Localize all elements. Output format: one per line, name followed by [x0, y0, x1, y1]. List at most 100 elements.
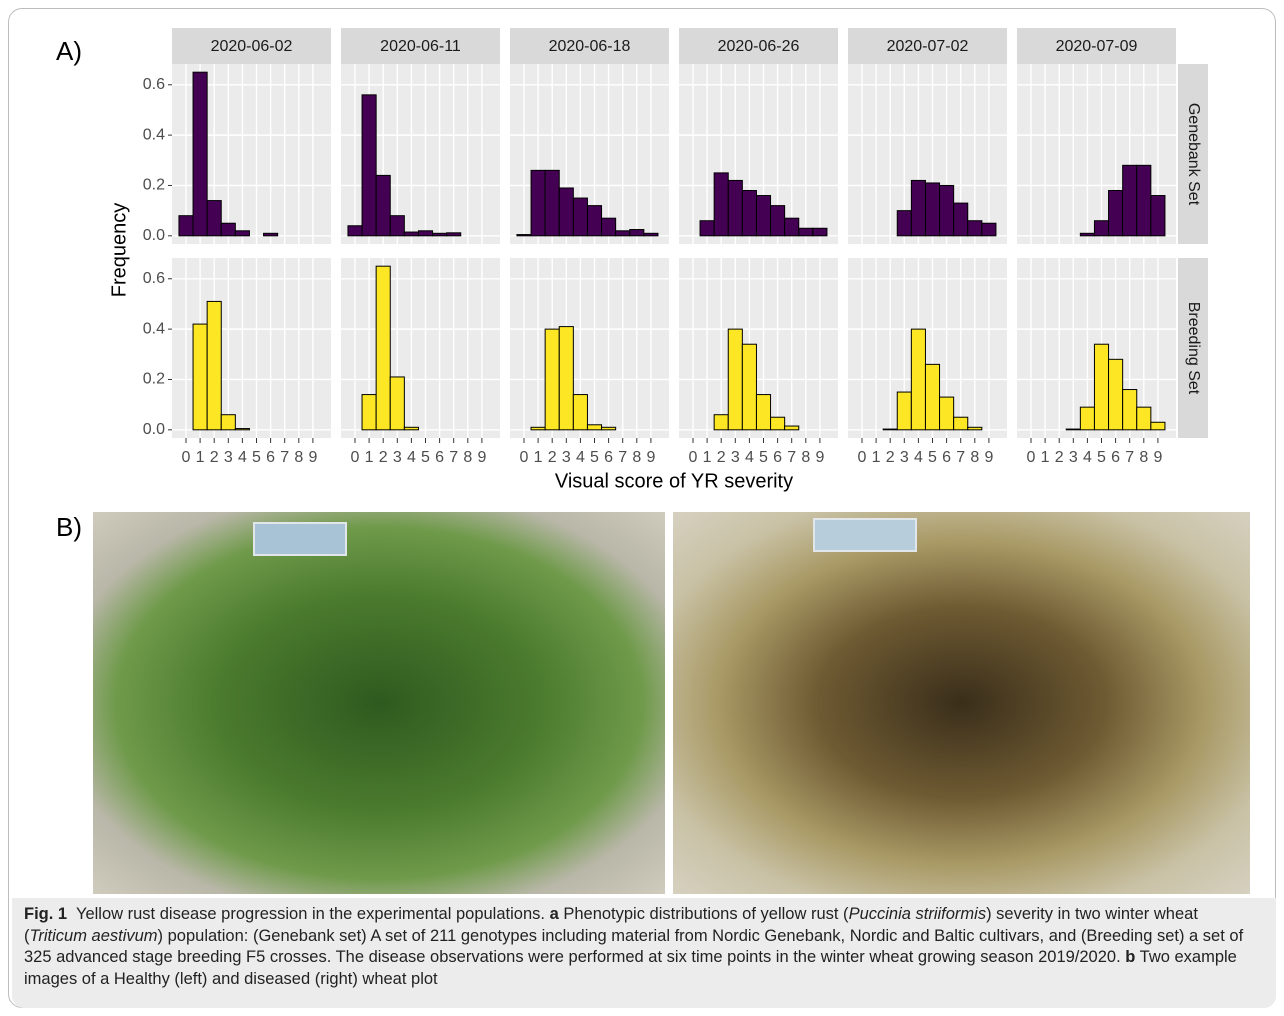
y-tick-label: 0.2: [143, 371, 165, 388]
bar: [644, 233, 658, 236]
bar: [785, 426, 799, 430]
bar: [982, 223, 996, 236]
x-tick-label: 3: [1069, 449, 1078, 466]
x-tick-label: 3: [393, 449, 402, 466]
bar: [728, 329, 742, 430]
x-axis-title: Visual score of YR severity: [555, 470, 793, 492]
x-tick-label: 1: [534, 449, 543, 466]
bar: [221, 415, 235, 430]
y-tick-label: 0.6: [143, 270, 165, 287]
bar: [1123, 390, 1137, 430]
bar: [390, 377, 404, 430]
x-tick-label: 5: [421, 449, 430, 466]
x-tick-label: 4: [745, 449, 754, 466]
chart: Visual score of YR severity Frequency 20…: [0, 0, 1284, 500]
bar: [362, 95, 376, 236]
facet-strip-label: 2020-06-11: [380, 38, 461, 55]
x-tick-label: 4: [238, 449, 247, 466]
bar: [714, 173, 728, 236]
bar: [771, 417, 785, 430]
photo-sign: [253, 522, 347, 556]
x-tick-label: 0: [689, 449, 698, 466]
bar: [390, 216, 404, 236]
y-tick-label: 0.2: [143, 177, 165, 194]
x-tick-label: 2: [717, 449, 726, 466]
bar: [404, 427, 418, 430]
bar: [756, 395, 770, 430]
bar: [587, 206, 601, 236]
bar: [968, 221, 982, 236]
x-tick-label: 7: [449, 449, 458, 466]
bar: [897, 211, 911, 236]
facet-strip-label: 2020-06-26: [718, 38, 800, 55]
x-tick-label: 0: [182, 449, 191, 466]
x-tick-label: 8: [294, 449, 303, 466]
x-tick-label: 5: [252, 449, 261, 466]
x-tick-label: 8: [801, 449, 810, 466]
figure-caption: Fig. 1 Yellow rust disease progression i…: [12, 898, 1276, 1008]
x-tick-label: 1: [365, 449, 374, 466]
bar: [728, 180, 742, 235]
bar: [1137, 165, 1151, 235]
x-tick-label: 6: [266, 449, 275, 466]
x-tick-label: 9: [815, 449, 824, 466]
bar: [1094, 344, 1108, 430]
bar: [587, 425, 601, 430]
y-tick-label: 0.4: [143, 126, 165, 143]
bar: [559, 188, 573, 236]
x-tick-label: 9: [308, 449, 317, 466]
panel-background: [510, 258, 669, 438]
bar: [573, 395, 587, 430]
bar: [616, 231, 630, 236]
panel-label: B): [56, 512, 82, 543]
x-tick-label: 0: [351, 449, 360, 466]
x-tick-label: 8: [632, 449, 641, 466]
caption-text: b: [1125, 948, 1135, 966]
x-tick-label: 5: [1097, 449, 1106, 466]
y-tick-label: 0.0: [143, 421, 165, 438]
x-tick-label: 7: [956, 449, 965, 466]
y-tick-label: 0.0: [143, 227, 165, 244]
bar: [925, 364, 939, 429]
caption-text: ) population: (Genebank set) A set of 21…: [24, 927, 1248, 967]
x-tick-label: 7: [787, 449, 796, 466]
bar: [545, 170, 559, 235]
x-tick-label: 1: [703, 449, 712, 466]
bar: [559, 327, 573, 430]
bar: [1109, 359, 1123, 429]
x-tick-label: 2: [886, 449, 895, 466]
bar: [193, 324, 207, 430]
caption-text: Phenotypic distributions of yellow rust …: [559, 905, 849, 923]
bar: [771, 206, 785, 236]
bar: [940, 185, 954, 235]
bar: [1066, 429, 1080, 430]
bar: [573, 198, 587, 236]
bar: [700, 221, 714, 236]
x-tick-label: 5: [928, 449, 937, 466]
x-tick-label: 3: [562, 449, 571, 466]
caption-text: Puccinia striiformis: [849, 905, 987, 923]
x-tick-label: 7: [280, 449, 289, 466]
x-tick-label: 1: [872, 449, 881, 466]
bar: [376, 266, 390, 430]
x-tick-label: 4: [914, 449, 923, 466]
photo-sign: [813, 518, 917, 552]
bar: [1137, 407, 1151, 430]
bar: [940, 397, 954, 430]
facet-strip-label: 2020-06-18: [549, 38, 631, 55]
bar: [1151, 422, 1165, 430]
x-tick-label: 4: [1083, 449, 1092, 466]
caption-text: Fig. 1: [24, 905, 67, 923]
bar: [418, 231, 432, 236]
bar: [531, 170, 545, 235]
bar: [1109, 191, 1123, 236]
facet-strip-label: 2020-07-02: [887, 38, 969, 55]
x-tick-label: 6: [604, 449, 613, 466]
photo-diseased-plot: [673, 512, 1250, 894]
bar: [1151, 196, 1165, 236]
bar: [911, 329, 925, 430]
x-tick-label: 6: [773, 449, 782, 466]
x-tick-label: 3: [900, 449, 909, 466]
x-tick-label: 6: [435, 449, 444, 466]
facet-strip-label: Genebank Set: [1185, 103, 1202, 206]
